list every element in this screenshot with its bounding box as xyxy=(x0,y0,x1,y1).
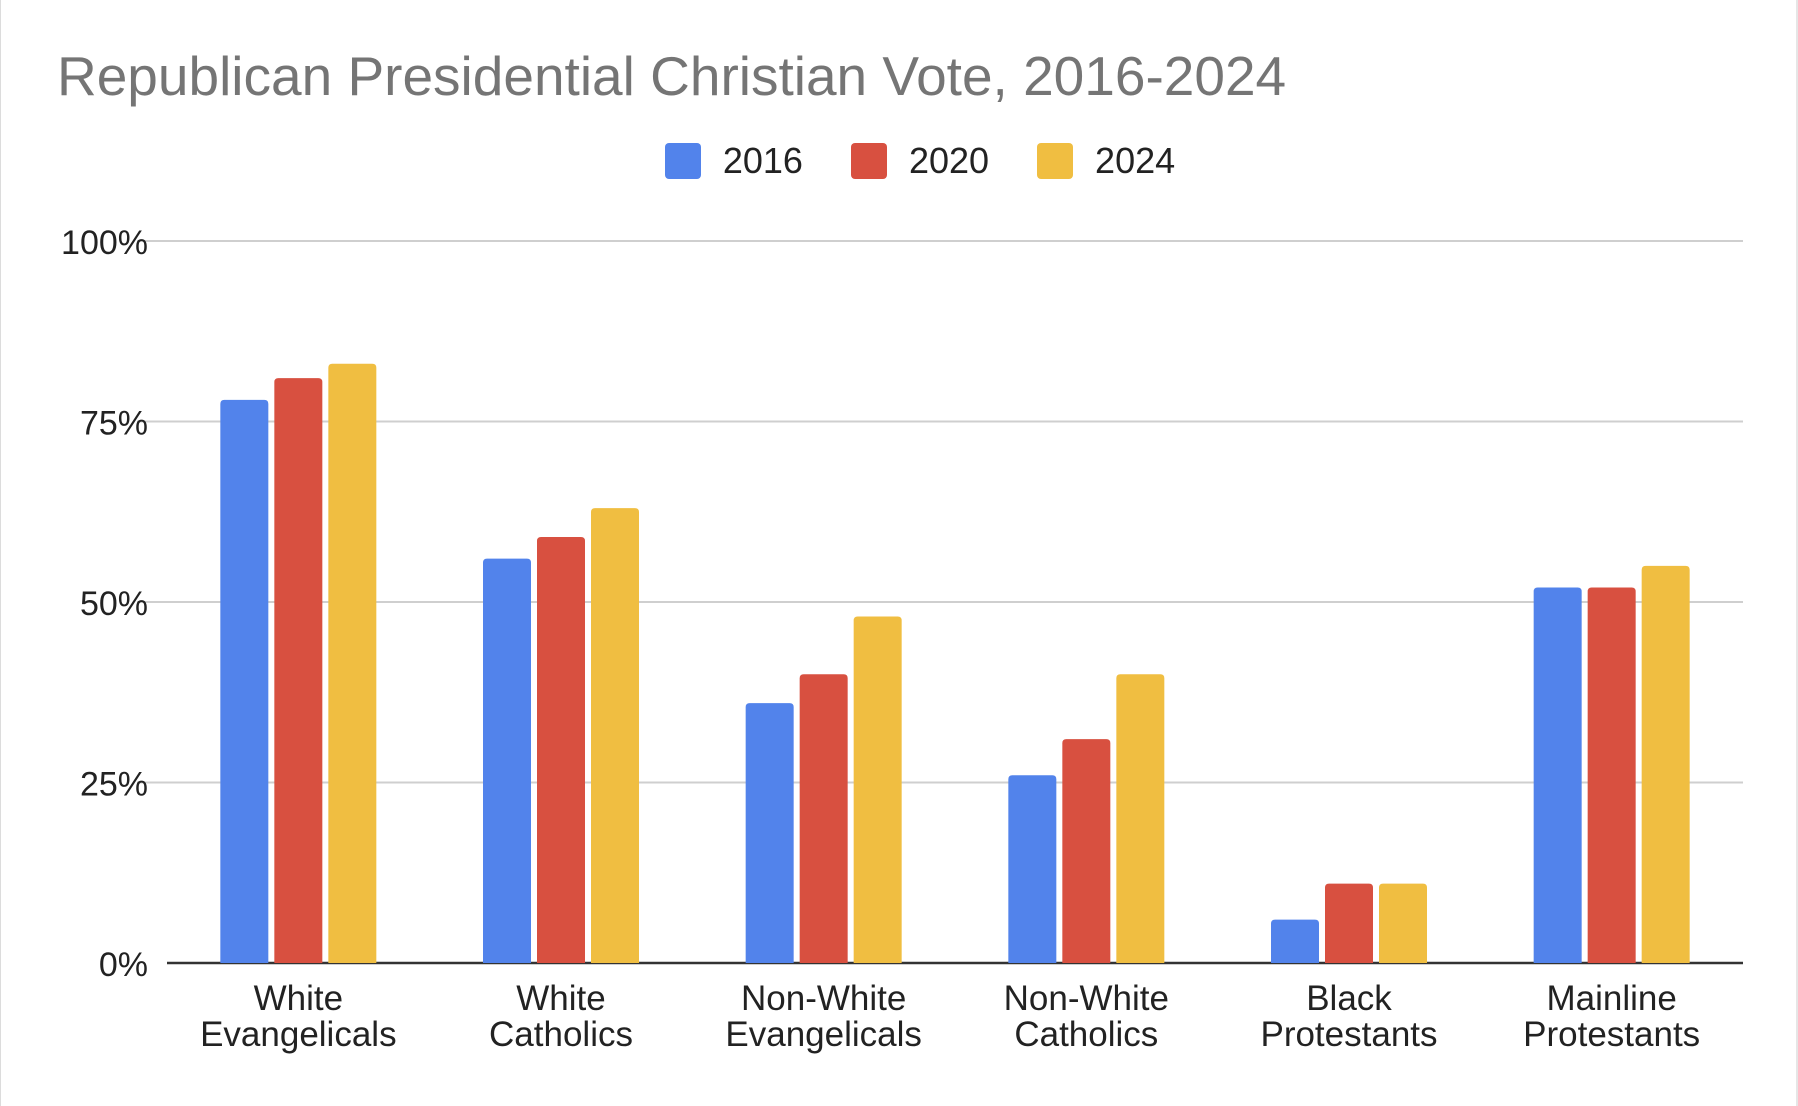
bar-2020-mainline-protestants[interactable] xyxy=(1587,587,1636,963)
y-tick-label: 100% xyxy=(61,224,148,262)
legend-entry-2024[interactable]: 2024 xyxy=(1037,140,1175,182)
bar-2016-white-catholics[interactable] xyxy=(483,558,531,963)
bar-2024-non-white-catholics[interactable] xyxy=(1116,674,1165,963)
bar-2020-white-catholics[interactable] xyxy=(537,537,585,963)
bars xyxy=(220,363,1690,964)
legend-entry-2020[interactable]: 2020 xyxy=(850,140,990,182)
y-tick-label: 0% xyxy=(99,946,148,984)
y-tick-label: 50% xyxy=(80,585,148,623)
y-axis-tick-labels: 0% 25% 50% 75% 100% xyxy=(61,224,148,984)
bar-2016-black-protestants[interactable] xyxy=(1271,919,1319,963)
legend-swatch-2024 xyxy=(1037,143,1074,179)
bar-2024-mainline-protestants[interactable] xyxy=(1641,565,1690,963)
bar-2024-white-catholics[interactable] xyxy=(591,508,639,963)
legend-label-2020: 2020 xyxy=(908,140,990,181)
legend-label-2024: 2024 xyxy=(1095,140,1176,181)
bar-2016-non-white-evangelicals[interactable] xyxy=(745,703,794,963)
bar-2020-non-white-catholics[interactable] xyxy=(1062,739,1111,963)
chart-title: Republican Presidential Christian Vote, … xyxy=(57,45,1287,107)
x-tick-label: White Catholics xyxy=(489,979,633,1054)
chart-legend: 2016 2020 2024 xyxy=(1,140,1798,182)
bar-2020-white-evangelicals[interactable] xyxy=(274,378,323,963)
bar-2024-white-evangelicals[interactable] xyxy=(328,363,377,963)
legend-label-2016: 2016 xyxy=(722,140,803,181)
x-tick-label: White Evangelicals xyxy=(200,979,397,1054)
bar-2024-black-protestants[interactable] xyxy=(1379,883,1427,963)
bar-2024-non-white-evangelicals[interactable] xyxy=(853,616,902,963)
bar-2016-white-evangelicals[interactable] xyxy=(220,399,269,964)
x-tick-label: Non-White Evangelicals xyxy=(725,979,922,1054)
y-tick-label: 75% xyxy=(80,405,148,443)
y-tick-label: 25% xyxy=(80,766,148,804)
x-axis-tick-labels: White Evangelicals White Catholics Non-White… xyxy=(200,979,1700,1054)
bar-2020-black-protestants[interactable] xyxy=(1325,883,1373,963)
x-tick-label: Mainline Protestants xyxy=(1523,979,1700,1054)
legend-entry-2016[interactable]: 2016 xyxy=(664,140,803,182)
bar-2020-non-white-evangelicals[interactable] xyxy=(799,674,848,963)
bar-2016-mainline-protestants[interactable] xyxy=(1533,587,1582,963)
bar-2016-non-white-catholics[interactable] xyxy=(1008,775,1057,963)
legend-swatch-2016 xyxy=(664,143,701,179)
frame-edge xyxy=(1796,0,1798,1106)
legend-swatch-2020 xyxy=(850,143,887,179)
x-tick-label: Non-White Catholics xyxy=(1004,979,1169,1054)
gridlines xyxy=(137,240,1743,965)
x-tick-label: Black Protestants xyxy=(1260,979,1437,1054)
